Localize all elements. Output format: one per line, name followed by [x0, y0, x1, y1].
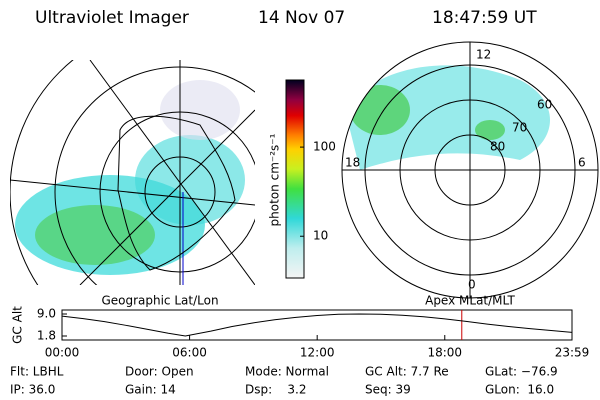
- mlat-label: 80: [490, 140, 505, 154]
- mlt-label: 6: [578, 156, 586, 170]
- altitude-line: [61, 313, 573, 337]
- y-tick-label: 1.8: [37, 329, 56, 343]
- y-tick-label: 9.0: [37, 307, 56, 321]
- status-field: Door: Open: [125, 365, 194, 379]
- time: 18:47:59 UT: [432, 8, 537, 28]
- mlat-label: 70: [512, 121, 527, 135]
- mlt-label: 0: [468, 278, 476, 292]
- mlt-label: 12: [476, 48, 491, 62]
- colorbar: [285, 79, 305, 279]
- panel-label: Apex MLat/MLT: [425, 294, 515, 308]
- status-field: GC Alt: 7.7 Re: [365, 365, 449, 379]
- status-field: GLat: −76.9: [485, 365, 558, 379]
- mlat-label: 60: [537, 98, 552, 112]
- x-tick-label: 18:00: [427, 346, 462, 360]
- status-field: Mode: Normal: [245, 365, 329, 379]
- colorbar-tick-label: 100: [313, 140, 336, 154]
- x-tick-label: 06:00: [172, 346, 207, 360]
- x-tick-label: 23:59: [555, 346, 590, 360]
- x-tick-label: 00:00: [45, 346, 80, 360]
- date: 14 Nov 07: [258, 8, 345, 28]
- x-tick-label: 12:00: [300, 346, 335, 360]
- status-field: Dsp: 3.2: [245, 383, 307, 397]
- right-image: 12 6 0 18 60 70 80: [341, 41, 599, 299]
- status-field: Seq: 39: [365, 383, 411, 397]
- title: Ultraviolet Imager: [35, 8, 189, 28]
- mlt-label: 18: [345, 156, 360, 170]
- panel-label: Geographic Lat/Lon: [101, 294, 218, 308]
- left-image: [10, 60, 255, 285]
- status-field: Gain: 14: [125, 383, 176, 397]
- status-field: GLon: 16.0: [485, 383, 554, 397]
- colorbar-label: photon cm⁻²s⁻¹: [268, 133, 282, 226]
- y-axis-label: GC Alt: [11, 306, 25, 344]
- status-field: Flt: LBHL: [10, 365, 64, 379]
- colorbar-tick-label: 10: [313, 229, 328, 243]
- status-field: IP: 36.0: [10, 383, 55, 397]
